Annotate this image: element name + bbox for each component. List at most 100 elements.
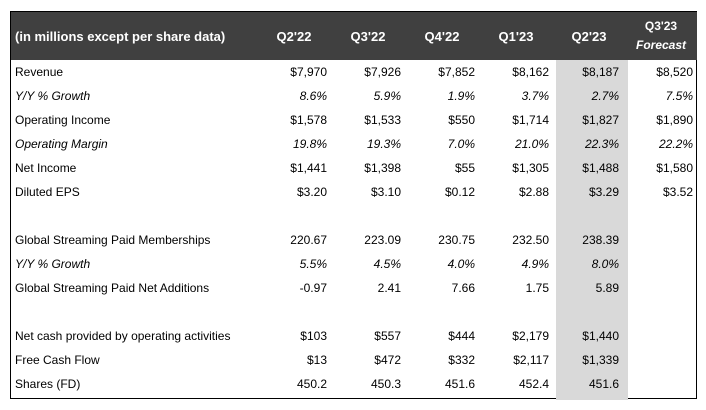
- value-cell: [625, 372, 697, 396]
- empty-cell: [625, 204, 697, 228]
- value-cell: $2,179: [512, 329, 549, 343]
- value-cell: 451.6: [444, 377, 475, 391]
- row-label: Operating Margin: [15, 137, 108, 151]
- value-cell: 232.50: [512, 233, 549, 247]
- empty-cell: [11, 204, 257, 228]
- value-cell: 2.7%: [591, 89, 619, 103]
- value-cell: $3.29: [588, 185, 619, 199]
- value-cell: $3.52: [662, 185, 693, 199]
- value-cell: $55: [454, 161, 475, 175]
- value-cell: 1.75: [525, 281, 549, 295]
- value-cell: 7.5%: [665, 89, 693, 103]
- value-cell: $2,117: [513, 353, 549, 367]
- row-label: Shares (FD): [15, 377, 81, 391]
- table-row: Global Streaming Paid Net Additions -0.97…: [11, 276, 697, 300]
- value-cell: $472: [374, 353, 401, 367]
- value-cell: $1,398: [364, 161, 401, 175]
- forecast-label: Forecast: [635, 38, 687, 52]
- value-cell: $550: [448, 113, 475, 127]
- empty-cell: [331, 204, 405, 228]
- value-cell: [625, 228, 697, 252]
- value-cell: $1,488: [582, 161, 619, 175]
- value-cell: $1,827: [582, 113, 619, 127]
- value-cell: [625, 348, 697, 372]
- value-cell: $1,305: [512, 161, 549, 175]
- value-cell: [625, 276, 697, 300]
- value-cell: 220.67: [290, 233, 327, 247]
- value-cell: $1,339: [582, 353, 619, 367]
- value-cell: 238.39: [582, 233, 619, 247]
- table-row: Global Streaming Paid Memberships 220.67 2…: [11, 228, 697, 252]
- value-cell: 451.6: [588, 377, 619, 391]
- header-q2-23: Q2'23: [571, 28, 607, 44]
- value-cell: $3.10: [370, 185, 401, 199]
- value-cell: $8,187: [582, 65, 619, 79]
- value-cell: 21.0%: [514, 137, 549, 151]
- header-q1-23: Q1'23: [498, 28, 534, 44]
- value-cell: [625, 252, 697, 276]
- empty-cell: [479, 204, 553, 228]
- value-cell: 4.0%: [447, 257, 475, 271]
- value-cell: $7,926: [364, 65, 401, 79]
- table-row: Operating Margin 19.8% 19.3% 7.0% 21.0% 22.3%…: [11, 132, 697, 156]
- table-row: Y/Y % Growth 5.5% 4.5% 4.0% 4.9% 8.0%: [11, 252, 697, 276]
- spacer-row: [11, 300, 697, 324]
- row-label: Net Income: [15, 161, 77, 175]
- value-cell: $1,533: [364, 113, 401, 127]
- value-cell: [625, 324, 697, 348]
- value-cell: 22.3%: [584, 137, 619, 151]
- value-cell: 19.3%: [366, 137, 401, 151]
- value-cell: $557: [374, 329, 401, 343]
- value-cell: 8.6%: [299, 89, 327, 103]
- value-cell: $1,578: [290, 113, 327, 127]
- row-label: Net cash provided by operating activitie…: [15, 329, 231, 343]
- header-row: (in millions except per share data) Q2'2…: [11, 12, 697, 60]
- value-cell: 19.8%: [292, 137, 327, 151]
- value-cell: $444: [448, 329, 475, 343]
- empty-cell: [553, 300, 625, 324]
- header-label: (in millions except per share data): [15, 28, 226, 44]
- row-label: Global Streaming Paid Memberships: [15, 233, 211, 247]
- value-cell: 5.9%: [373, 89, 401, 103]
- value-cell: 4.9%: [521, 257, 549, 271]
- value-cell: 4.5%: [373, 257, 401, 271]
- value-cell: $0.12: [444, 185, 475, 199]
- value-cell: $103: [300, 329, 327, 343]
- value-cell: $3.20: [296, 185, 327, 199]
- empty-cell: [331, 300, 405, 324]
- empty-cell: [405, 300, 479, 324]
- empty-cell: [257, 204, 331, 228]
- value-cell: 230.75: [438, 233, 475, 247]
- value-cell: 3.7%: [521, 89, 549, 103]
- value-cell: -0.97: [299, 281, 327, 295]
- row-label: Revenue: [15, 65, 64, 79]
- value-cell: 22.2%: [658, 137, 693, 151]
- table-row: Operating Income $1,578 $1,533 $550 $1,714 $1…: [11, 108, 697, 132]
- value-cell: $7,852: [438, 65, 475, 79]
- value-cell: 223.09: [364, 233, 401, 247]
- value-cell: 7.66: [451, 281, 475, 295]
- table-row: Shares (FD) 450.2 450.3 451.6 452.4 451.6: [11, 372, 697, 396]
- value-cell: $2.88: [518, 185, 549, 199]
- value-cell: $7,970: [290, 65, 327, 79]
- value-cell: $1,714: [512, 113, 549, 127]
- value-cell: 450.3: [370, 377, 401, 391]
- value-cell: 2.41: [377, 281, 401, 295]
- table-row: Revenue $7,970 $7,926 $7,852 $8,162 $8,187 $8,…: [11, 60, 697, 84]
- row-label: Free Cash Flow: [15, 353, 100, 367]
- table-row: Net Income $1,441 $1,398 $55 $1,305 $1,488 $1,…: [11, 156, 697, 180]
- empty-cell: [405, 204, 479, 228]
- value-cell: $1,440: [582, 329, 619, 343]
- value-cell: $1,441: [290, 161, 327, 175]
- table-row: Diluted EPS $3.20 $3.10 $0.12 $2.88 $3.29 $3.5…: [11, 180, 697, 204]
- row-label: Global Streaming Paid Net Additions: [15, 281, 210, 295]
- value-cell: 5.5%: [299, 257, 327, 271]
- row-label: Operating Income: [15, 113, 111, 127]
- header-q3-23-forecast: Q3'23 Forecast: [625, 12, 697, 60]
- table-row: Free Cash Flow $13 $472 $332 $2,117 $1,339: [11, 348, 697, 372]
- row-label: Y/Y % Growth: [15, 257, 91, 271]
- empty-cell: [479, 300, 553, 324]
- header-q4-22: Q4'22: [424, 28, 460, 44]
- value-cell: 452.4: [518, 377, 549, 391]
- value-cell: 5.89: [595, 281, 619, 295]
